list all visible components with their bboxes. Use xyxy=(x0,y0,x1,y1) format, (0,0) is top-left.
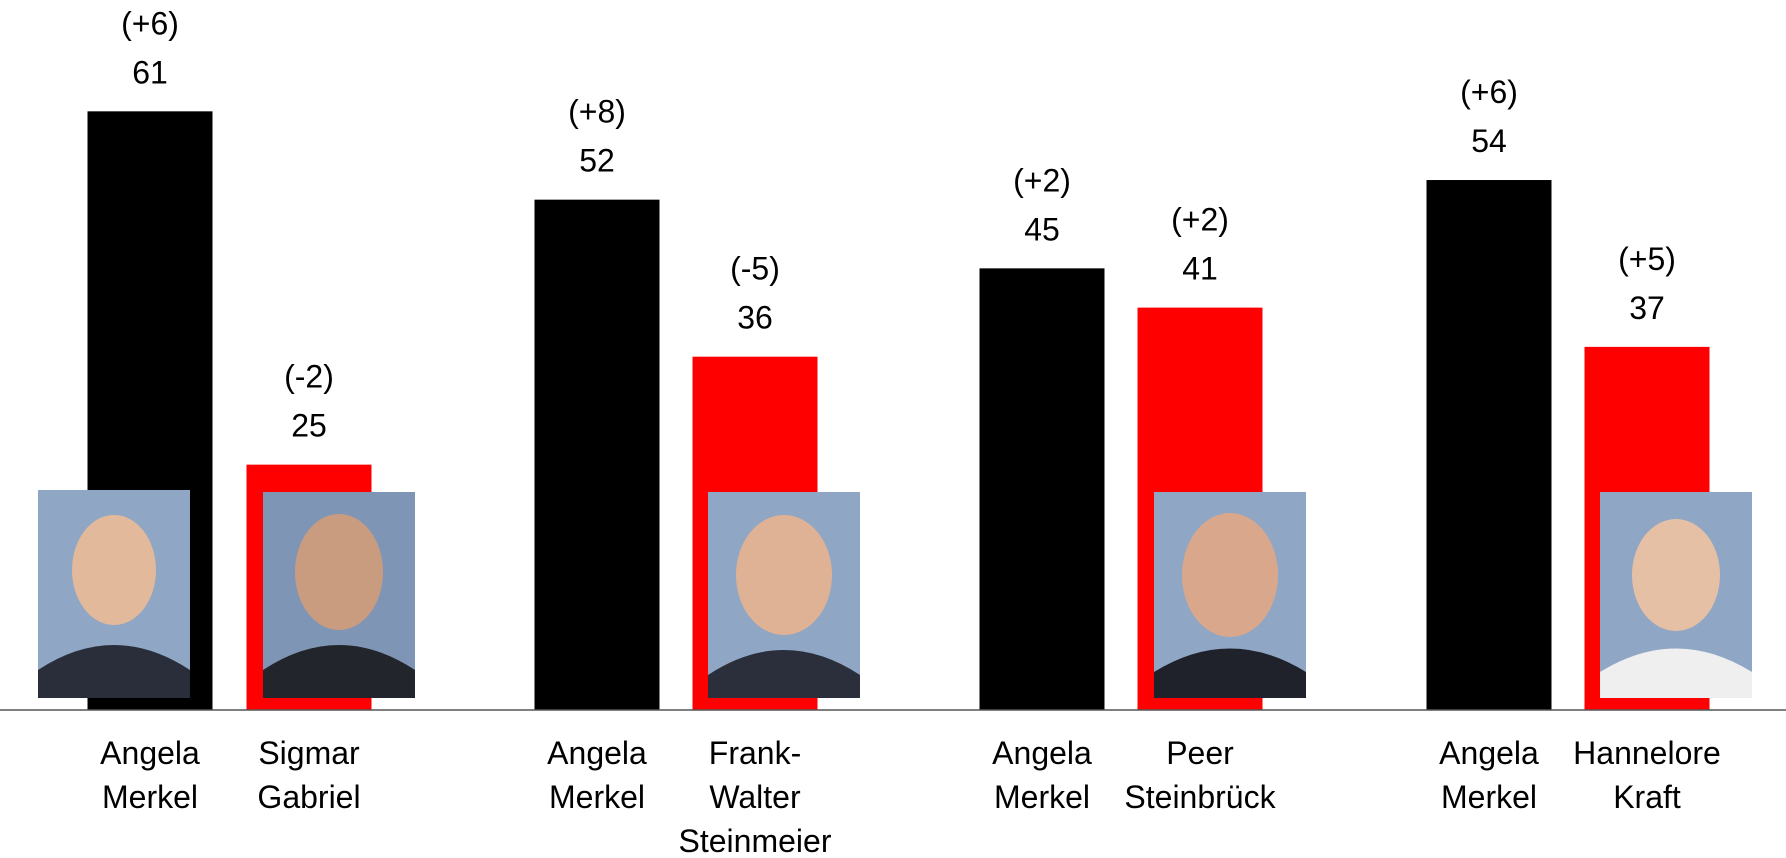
x-tick-label: Angela xyxy=(1439,735,1539,771)
change-label: (+6) xyxy=(1460,74,1518,110)
x-tick-label: Frank- xyxy=(709,735,801,771)
x-tick-label: Sigmar xyxy=(258,735,360,771)
x-tick-label: Angela xyxy=(992,735,1092,771)
x-tick-label: Peer xyxy=(1166,735,1234,771)
x-tick-label: Steinbrück xyxy=(1124,779,1276,815)
x-tick-label: Kraft xyxy=(1613,779,1681,815)
value-label: 41 xyxy=(1182,251,1218,287)
photo xyxy=(1600,492,1752,698)
x-tick-label: Gabriel xyxy=(257,779,360,815)
value-label: 54 xyxy=(1471,123,1507,159)
x-tick-label: Hannelore xyxy=(1573,735,1721,771)
change-label: (+5) xyxy=(1618,241,1676,277)
page: 61 (+6) Angela Merkel 25 (-2) Sigmar Gabriel 52 (… xyxy=(0,0,1786,858)
photo xyxy=(263,492,415,698)
bar xyxy=(980,268,1105,710)
x-tick-label: Merkel xyxy=(102,779,198,815)
photo xyxy=(708,492,860,698)
value-label: 25 xyxy=(291,408,327,444)
x-tick-label: Steinmeier xyxy=(679,823,832,858)
photo xyxy=(38,490,190,698)
x-tick-label: Merkel xyxy=(1441,779,1537,815)
change-label: (+2) xyxy=(1013,162,1071,198)
change-label: (+8) xyxy=(568,94,626,130)
value-label: 37 xyxy=(1629,290,1665,326)
bar xyxy=(535,200,660,710)
x-tick-label: Angela xyxy=(547,735,647,771)
chart: 61 (+6) Angela Merkel 25 (-2) Sigmar Gabriel 52 (… xyxy=(0,0,1786,858)
change-label: (+2) xyxy=(1171,202,1229,238)
change-label: (+6) xyxy=(121,5,179,41)
x-tick-label: Angela xyxy=(100,735,200,771)
photo xyxy=(1154,492,1306,698)
bar xyxy=(1427,180,1552,710)
value-label: 36 xyxy=(737,300,773,336)
value-label: 45 xyxy=(1024,211,1060,247)
change-label: (-5) xyxy=(730,251,780,287)
value-label: 61 xyxy=(132,54,168,90)
x-tick-label: Merkel xyxy=(994,779,1090,815)
value-label: 52 xyxy=(579,143,615,179)
x-tick-label: Walter xyxy=(709,779,801,815)
x-tick-label: Merkel xyxy=(549,779,645,815)
change-label: (-2) xyxy=(284,359,334,395)
